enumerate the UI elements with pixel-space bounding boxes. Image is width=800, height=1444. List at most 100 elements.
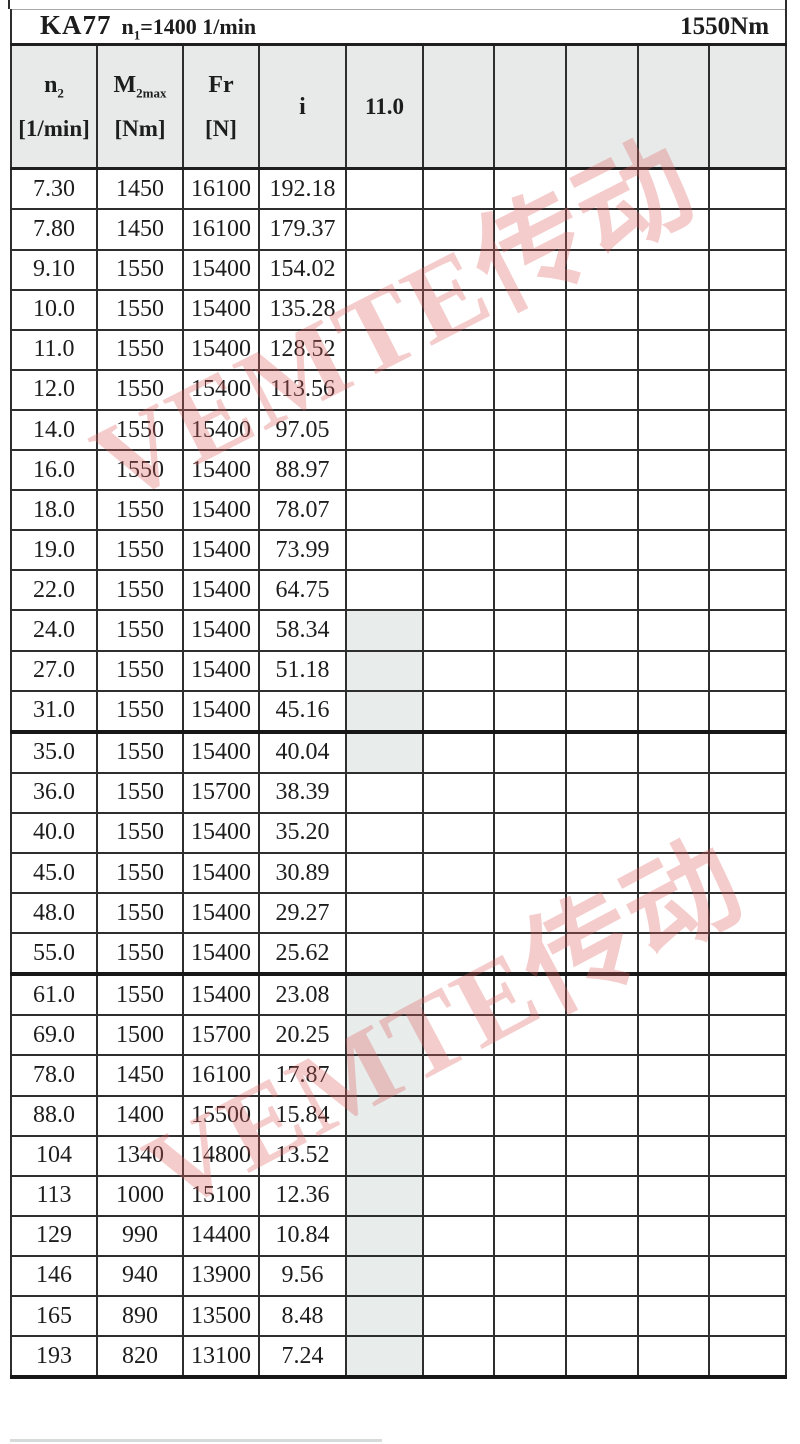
n2-cell: 12.0	[10, 368, 98, 411]
empty-cell	[637, 649, 710, 692]
empty-cell	[637, 689, 710, 733]
empty-cell	[422, 1054, 495, 1097]
n2-cell: 78.0	[10, 1054, 98, 1097]
m2max-cell: 1550	[96, 489, 184, 532]
empty-cell	[422, 771, 495, 814]
fr-cell: 15400	[182, 449, 260, 492]
table-row: 69.0 1500 15700 20.25	[10, 1014, 788, 1057]
ratio-cell	[345, 248, 424, 291]
m2max-cell: 1550	[96, 851, 184, 895]
empty-cell	[637, 609, 710, 652]
table-row: 12.0 1550 15400 113.56	[10, 368, 788, 411]
ratio-cell	[345, 932, 424, 976]
ratio-cell	[345, 208, 424, 251]
empty-cell	[637, 1254, 710, 1298]
empty-cell	[637, 328, 710, 371]
empty-cell	[707, 1174, 788, 1217]
rating-table-sheet: KA77 n1=1400 1/min 1550Nm n2 [1/min] M2ma…	[9, 8, 788, 1380]
fr-cell: 15400	[182, 408, 260, 452]
empty-cell	[493, 609, 567, 652]
fr-cell: 15400	[182, 729, 260, 774]
empty-cell	[565, 1295, 639, 1338]
empty-cell	[637, 771, 710, 814]
fr-cell: 15700	[182, 1014, 260, 1057]
empty-cell	[493, 771, 567, 814]
column-header-row: n2 [1/min] M2max [Nm] Fr [N] i	[10, 43, 788, 171]
empty-cell	[565, 208, 639, 251]
fr-cell: 16100	[182, 1054, 260, 1097]
table-row: 7.80 1450 16100 179.37	[10, 208, 788, 251]
empty-cell	[422, 972, 495, 1017]
empty-cell	[493, 1134, 567, 1177]
empty-cell	[707, 811, 788, 854]
empty-cell	[707, 1214, 788, 1257]
empty-cell	[565, 1335, 639, 1380]
empty-cell	[493, 811, 567, 854]
empty-cell	[422, 449, 495, 492]
empty-cell	[565, 729, 639, 774]
i-cell: 73.99	[258, 529, 347, 572]
empty-cell	[565, 288, 639, 331]
m2max-cell: 1550	[96, 529, 184, 572]
empty-cell	[422, 368, 495, 411]
empty-cell	[565, 167, 639, 211]
m2max-cell: 1550	[96, 368, 184, 411]
fr-cell: 15400	[182, 649, 260, 692]
ratio-cell	[345, 609, 424, 652]
n2-cell: 88.0	[10, 1094, 98, 1137]
empty-cell	[707, 689, 788, 733]
empty-cell	[637, 1335, 710, 1380]
empty-header-cell	[637, 43, 710, 171]
m2max-cell: 940	[96, 1254, 184, 1298]
fr-cell: 15400	[182, 689, 260, 733]
empty-cell	[707, 529, 788, 572]
i-cell: 45.16	[258, 689, 347, 733]
ratio-cell	[345, 529, 424, 572]
fr-cell: 15400	[182, 932, 260, 976]
i-cell: 40.04	[258, 729, 347, 774]
n2-cell: 18.0	[10, 489, 98, 532]
empty-cell	[707, 1014, 788, 1057]
empty-cell	[493, 1295, 567, 1338]
empty-cell	[422, 1134, 495, 1177]
n2-cell: 19.0	[10, 529, 98, 572]
table-row: 146 940 13900 9.56	[10, 1254, 788, 1298]
empty-cell	[637, 932, 710, 976]
empty-cell	[493, 972, 567, 1017]
empty-cell	[422, 811, 495, 854]
ratio-cell	[345, 1295, 424, 1338]
col-header-fr: Fr [N]	[182, 43, 260, 171]
empty-cell	[422, 689, 495, 733]
table-row: 14.0 1550 15400 97.05	[10, 408, 788, 452]
m2max-cell: 1550	[96, 328, 184, 371]
empty-cell	[493, 328, 567, 371]
empty-cell	[707, 1295, 788, 1338]
n2-cell: 45.0	[10, 851, 98, 895]
empty-cell	[707, 972, 788, 1017]
i-cell: 20.25	[258, 1014, 347, 1057]
empty-cell	[707, 771, 788, 814]
empty-cell	[493, 1174, 567, 1217]
empty-cell	[422, 569, 495, 612]
empty-cell	[493, 1254, 567, 1298]
n2-cell: 165	[10, 1295, 98, 1338]
empty-cell	[493, 689, 567, 733]
i-cell: 135.28	[258, 288, 347, 331]
empty-header-cell	[707, 43, 788, 171]
empty-cell	[707, 449, 788, 492]
empty-cell	[422, 932, 495, 976]
ratio-cell	[345, 1014, 424, 1057]
empty-cell	[637, 892, 710, 935]
col-header-i: i	[258, 43, 347, 171]
i-cell: 12.36	[258, 1174, 347, 1217]
empty-cell	[422, 408, 495, 452]
ratio-cell	[345, 892, 424, 935]
i-cell: 17.87	[258, 1054, 347, 1097]
m2max-cell: 1550	[96, 569, 184, 612]
m2max-cell: 1550	[96, 771, 184, 814]
empty-cell	[637, 851, 710, 895]
empty-cell	[565, 932, 639, 976]
empty-cell	[707, 1254, 788, 1298]
m2max-cell: 1550	[96, 649, 184, 692]
